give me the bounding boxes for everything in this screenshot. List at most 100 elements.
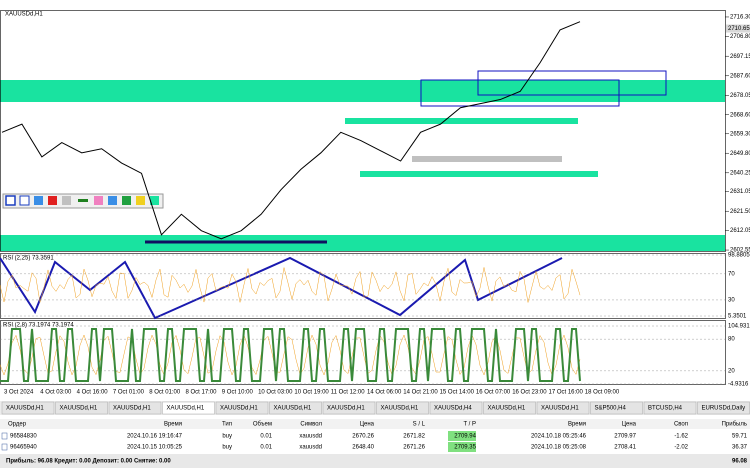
price-label: 2678.05 [730, 93, 750, 99]
table-cell: -1.62 [674, 434, 688, 440]
tab[interactable] [108, 401, 162, 415]
swatch[interactable] [5, 195, 16, 206]
rsi-axis-label: 98.8805 [728, 253, 750, 259]
table-cell: 0.01 [260, 445, 272, 451]
tab-label[interactable]: S&P500,H4 [595, 406, 627, 412]
rsi-axis-label: 104.9316 [728, 324, 750, 330]
time-label: 15 Oct 14:00 [440, 390, 475, 396]
zone [425, 95, 525, 101]
table-cell: 2708.41 [614, 445, 636, 451]
table-cell: 59.71 [732, 434, 748, 440]
time-label: 16 Oct 23:00 [512, 390, 547, 396]
tab-label[interactable]: XAUUSDd,H1 [327, 406, 365, 412]
zone [0, 235, 725, 251]
table-cell: 96465940 [10, 445, 37, 451]
tab[interactable] [55, 401, 108, 415]
table-cell: xauusdd [299, 445, 322, 451]
swatch[interactable] [136, 196, 145, 205]
tab[interactable] [1, 401, 55, 415]
table-cell: 2709.35 [454, 445, 476, 451]
time-label: 17 Oct 16:00 [549, 390, 584, 396]
tab[interactable] [162, 401, 215, 415]
tab-label[interactable]: XAUUSDd,H4 [434, 406, 472, 412]
tab-label[interactable]: BTCUSD,H4 [648, 406, 683, 412]
table-cell: buy [222, 445, 232, 451]
footer-summary: Прибыль: 96.08 Кредит: 0.00 Депозит: 0.0… [6, 458, 171, 465]
tab[interactable] [483, 401, 536, 415]
price-label: 2631.05 [730, 189, 750, 195]
tab-label[interactable]: XAUUSDd,H1 [220, 406, 258, 412]
tab-label[interactable]: XAUUSDd,H1 [60, 406, 98, 412]
tab-label[interactable]: EURUSDd,Daily [702, 406, 746, 412]
time-label: 8 Oct 01:00 [149, 390, 181, 396]
swatch[interactable] [48, 196, 57, 205]
table-cell: 2709.94 [454, 434, 476, 440]
tab-label[interactable]: XAUUSDd,H1 [541, 406, 579, 412]
tab-label[interactable]: XAUUSDd,H1 [488, 406, 526, 412]
table-cell: 36.37 [732, 445, 748, 451]
table-cell: 2670.26 [352, 434, 374, 440]
swatch[interactable] [150, 196, 159, 205]
swatch[interactable] [94, 196, 103, 205]
tab[interactable] [322, 401, 376, 415]
tab[interactable] [643, 401, 697, 415]
swatch[interactable] [34, 196, 43, 205]
table-cell: xauusdd [299, 434, 322, 440]
color-toolbar[interactable] [2, 193, 164, 209]
table-cell: 96584830 [10, 434, 37, 440]
chart-title: XAUUSDd,H1 [5, 12, 43, 18]
table-cell: 2671.26 [403, 445, 425, 451]
table-cell: 2671.82 [403, 434, 425, 440]
box [477, 70, 667, 96]
zone [345, 118, 578, 124]
rsi-trace [0, 334, 581, 376]
time-label: 14 Oct 21:00 [403, 390, 438, 396]
price-label: 2621.50 [730, 209, 750, 215]
table-header: Ордер [8, 422, 27, 428]
price-label: 2716.30 [730, 15, 750, 21]
current-price-bg [726, 24, 750, 33]
rsi-trace [0, 328, 581, 382]
table-header: Прибыль [722, 422, 747, 428]
tab[interactable] [269, 401, 322, 415]
table-header: Символ [300, 422, 322, 428]
swatch[interactable] [62, 196, 71, 205]
rsi-axis-label: 5.3501 [728, 314, 747, 320]
swatch[interactable] [19, 195, 30, 206]
tab[interactable] [429, 401, 483, 415]
time-label: 4 Oct 03:00 [40, 390, 72, 396]
time-label: 11 Oct 12:00 [331, 390, 366, 396]
tab[interactable] [376, 401, 429, 415]
table-cell: 2024.10.18 05:25:46 [531, 434, 587, 440]
price-label: 2649.80 [730, 151, 750, 157]
swatch[interactable] [108, 196, 117, 205]
time-label: 14 Oct 06:00 [367, 390, 402, 396]
tab[interactable] [590, 401, 643, 415]
table-cell: 2648.40 [352, 445, 374, 451]
tab[interactable] [536, 401, 590, 415]
price-line [1, 21, 581, 240]
tab-label[interactable]: XAUUSDd,H1 [274, 406, 312, 412]
table-cell: 2024.10.18 05:25:08 [531, 445, 587, 451]
rsi-axis-label: -4.9316 [728, 382, 749, 388]
swatch[interactable] [122, 196, 131, 205]
current-price: 2710.65 [728, 26, 750, 32]
tab-label[interactable]: XAUUSDd,H1 [381, 406, 419, 412]
tab-label[interactable]: XAUUSDd,H1 [113, 406, 151, 412]
table-header: Объем [253, 422, 272, 428]
swatch[interactable] [78, 199, 88, 202]
indicator-label: RSI (2,8) 73.1974 73.1974 [3, 323, 74, 329]
time-label: 8 Oct 17:00 [186, 390, 218, 396]
time-label: 3 Oct 2024 [4, 390, 34, 396]
rsi-axis-label: 20 [728, 368, 735, 374]
time-label: 4 Oct 16:00 [77, 390, 109, 396]
table-cell: buy [222, 434, 232, 440]
time-label: 10 Oct 03:00 [258, 390, 293, 396]
tab-label[interactable]: XAUUSDd,H1 [167, 406, 205, 412]
tab[interactable] [215, 401, 269, 415]
footer-bg [0, 454, 750, 468]
tab-label[interactable]: XAUUSDd,H1 [6, 406, 44, 412]
price-label: 2602.55 [730, 248, 750, 254]
